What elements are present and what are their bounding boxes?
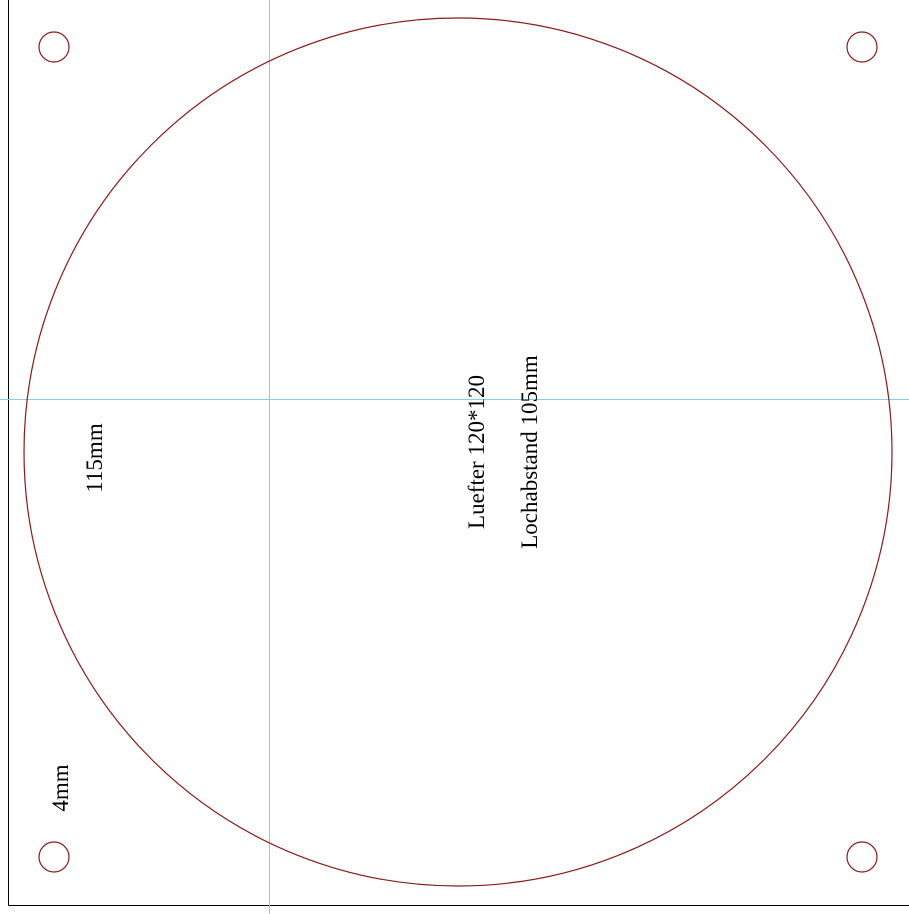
fan-opening-circle: [23, 17, 893, 887]
hole-size-label: 4mm: [48, 764, 73, 811]
plate-outline: [8, 0, 909, 906]
cut-geometry: [23, 17, 893, 887]
hole-spacing-label: Lochabstand 105mm: [517, 355, 542, 549]
mount-hole-bottom-right: [846, 841, 878, 873]
mount-hole-top-left: [38, 31, 70, 63]
mount-hole-bottom-left: [38, 841, 70, 873]
diameter-label: 115mm: [82, 423, 107, 493]
mount-hole-top-right: [846, 31, 878, 63]
fan-size-label: Luefter 120*120: [464, 375, 489, 529]
